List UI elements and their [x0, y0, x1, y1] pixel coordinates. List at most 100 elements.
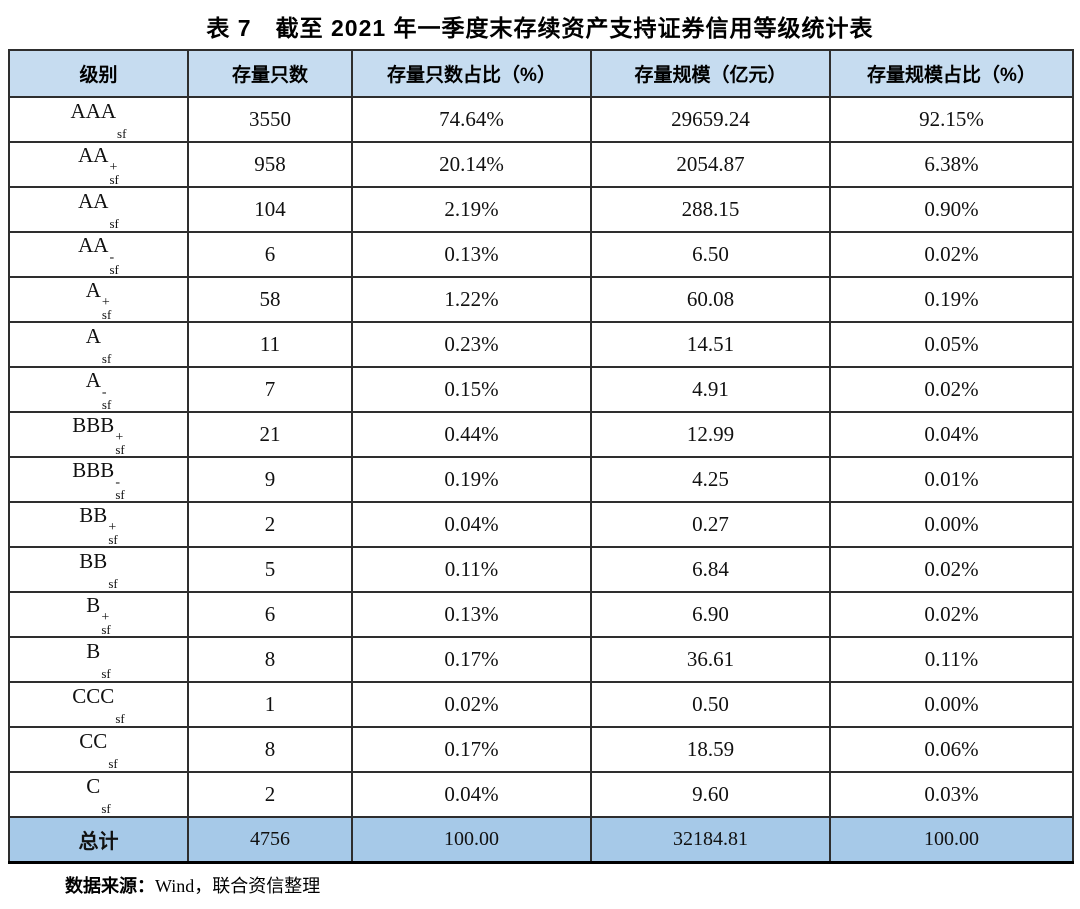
scale-pct-cell: 0.00% — [829, 501, 1074, 548]
count-cell: 6 — [187, 591, 353, 638]
scale-pct-cell: 0.02% — [829, 231, 1074, 278]
count-cell: 1 — [187, 681, 353, 728]
scale-cell: 6.90 — [590, 591, 831, 638]
rating-modifier: + — [115, 430, 124, 445]
rating-supsub: sf — [115, 700, 124, 725]
rating-base: B — [86, 593, 101, 617]
scale-cell: 6.50 — [590, 231, 831, 278]
rating-cell: BB sf — [8, 546, 189, 593]
table-header-row: 级别 存量只数 存量只数占比（%） 存量规模（亿元） 存量规模占比（%） — [8, 49, 1074, 98]
count-pct-cell: 0.15% — [351, 366, 592, 413]
rating-cell: B + sf — [8, 591, 189, 638]
table-row: AAA sf 3550 74.64% 29659.24 92.15% — [8, 96, 1074, 143]
rating-supsub: + sf — [101, 610, 111, 637]
table-row: CC sf 8 0.17% 18.59 0.06% — [8, 726, 1074, 773]
rating-supsub: sf — [108, 745, 117, 770]
rating-subscript: sf — [115, 442, 125, 457]
rating-modifier: + — [101, 295, 110, 310]
scale-cell: 14.51 — [590, 321, 831, 368]
count-pct-cell: 0.19% — [351, 456, 592, 503]
scale-pct-cell: 92.15% — [829, 96, 1074, 143]
count-cell: 2 — [187, 501, 353, 548]
rating-cell: CC sf — [8, 726, 189, 773]
page-title: 表 7 截至 2021 年一季度末存续资产支持证券信用等级统计表 — [206, 15, 874, 41]
scale-pct-cell: 0.19% — [829, 276, 1074, 323]
rating-base: AA — [78, 143, 109, 167]
rating-base: CCC — [72, 684, 115, 708]
count-pct-cell: 0.13% — [351, 231, 592, 278]
rating-cell: BBB + sf — [8, 411, 189, 458]
scale-pct-cell: 0.02% — [829, 366, 1074, 413]
scale-pct-cell: 0.06% — [829, 726, 1074, 773]
rating-supsub: - sf — [109, 251, 118, 277]
scale-pct-cell: 0.02% — [829, 546, 1074, 593]
data-source-note: 数据来源：Wind，联合资信整理 — [65, 872, 1080, 898]
rating-modifier: + — [101, 610, 110, 625]
rating-subscript: sf — [109, 216, 119, 231]
rating-subscript: sf — [101, 622, 111, 637]
rating-base: A — [85, 324, 101, 348]
count-cell: 5 — [187, 546, 353, 593]
count-cell: 8 — [187, 726, 353, 773]
column-header-count: 存量只数 — [187, 49, 353, 98]
rating-subscript: sf — [117, 126, 127, 141]
count-cell: 11 — [187, 321, 353, 368]
rating-subscript: sf — [108, 756, 118, 771]
count-pct-cell: 1.22% — [351, 276, 592, 323]
scale-cell: 9.60 — [590, 771, 831, 818]
count-pct-cell: 0.13% — [351, 591, 592, 638]
rating-cell: AA - sf — [8, 231, 189, 278]
scale-cell: 4.25 — [590, 456, 831, 503]
count-cell: 21 — [187, 411, 353, 458]
rating-base: BB — [79, 549, 108, 573]
rating-cell: AA sf — [8, 186, 189, 233]
rating-subscript: sf — [108, 532, 118, 547]
table-row: AA sf 104 2.19% 288.15 0.90% — [8, 186, 1074, 233]
rating-base: A — [85, 368, 101, 392]
scale-cell: 2054.87 — [590, 141, 831, 188]
table-row: AA + sf 958 20.14% 2054.87 6.38% — [8, 141, 1074, 188]
scale-pct-cell: 6.38% — [829, 141, 1074, 188]
rating-cell: A - sf — [8, 366, 189, 413]
rating-supsub: sf — [101, 655, 110, 680]
rating-supsub: sf — [109, 205, 118, 230]
scale-cell: 6.84 — [590, 546, 831, 593]
scale-cell: 60.08 — [590, 276, 831, 323]
scale-cell: 0.50 — [590, 681, 831, 728]
count-cell: 7 — [187, 366, 353, 413]
column-header-scale-pct: 存量规模占比（%） — [829, 49, 1074, 98]
scale-cell: 12.99 — [590, 411, 831, 458]
count-pct-cell: 2.19% — [351, 186, 592, 233]
table-row: BB sf 5 0.11% 6.84 0.02% — [8, 546, 1074, 593]
total-count-cell: 4756 — [187, 816, 353, 863]
count-pct-cell: 0.44% — [351, 411, 592, 458]
count-pct-cell: 0.17% — [351, 726, 592, 773]
table-row: A + sf 58 1.22% 60.08 0.19% — [8, 276, 1074, 323]
scale-cell: 18.59 — [590, 726, 831, 773]
count-cell: 3550 — [187, 96, 353, 143]
rating-subscript: sf — [101, 351, 112, 366]
count-pct-cell: 0.04% — [351, 771, 592, 818]
column-header-count-pct: 存量只数占比（%） — [351, 49, 592, 98]
scale-pct-cell: 0.04% — [829, 411, 1074, 458]
count-cell: 104 — [187, 186, 353, 233]
table-row: B + sf 6 0.13% 6.90 0.02% — [8, 591, 1074, 638]
rating-modifier: - — [101, 385, 107, 400]
rating-supsub: + sf — [115, 430, 125, 457]
rating-cell: A + sf — [8, 276, 189, 323]
data-source-label: 数据来源： — [65, 875, 155, 896]
table-row: BBB + sf 21 0.44% 12.99 0.04% — [8, 411, 1074, 458]
scale-pct-cell: 0.01% — [829, 456, 1074, 503]
count-cell: 958 — [187, 141, 353, 188]
rating-cell: BB + sf — [8, 501, 189, 548]
rating-base: C — [86, 774, 101, 798]
total-row: 总计 4756 100.00 32184.81 100.00 — [8, 816, 1074, 863]
rating-base: A — [85, 278, 101, 302]
count-pct-cell: 0.02% — [351, 681, 592, 728]
rating-supsub: sf — [102, 340, 111, 365]
count-pct-cell: 20.14% — [351, 141, 592, 188]
count-cell: 9 — [187, 456, 353, 503]
